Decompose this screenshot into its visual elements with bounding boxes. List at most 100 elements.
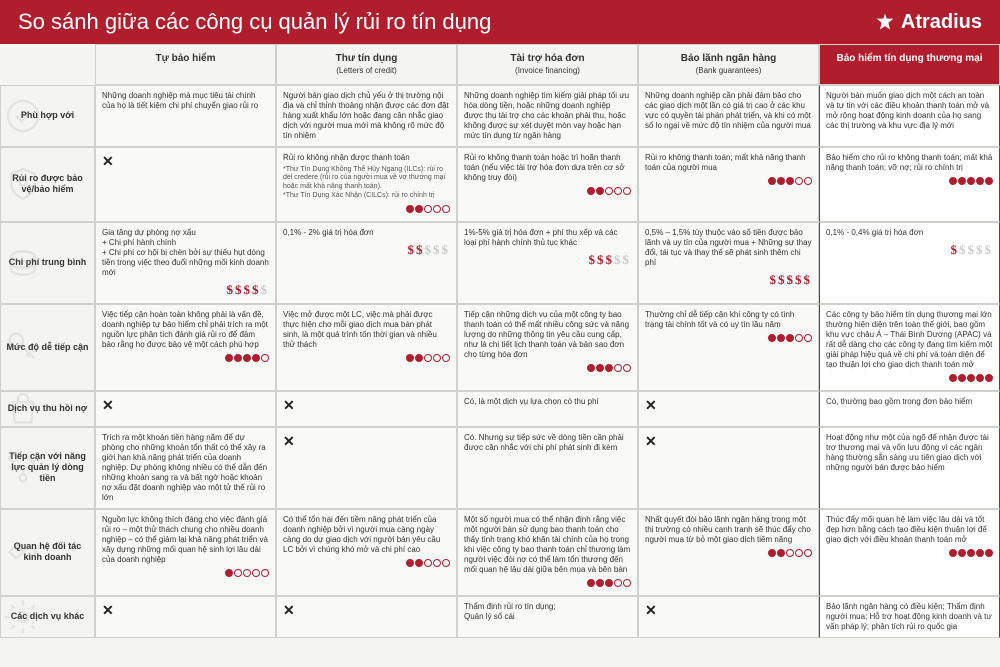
- rating-dots: [645, 549, 812, 560]
- column-header: Tự bảo hiểm: [95, 44, 276, 85]
- cell-text: Rủi ro không thanh toán; mất khả năng th…: [645, 153, 812, 173]
- table-cell: Việc tiếp cận hoàn toàn không phải là vấ…: [95, 304, 276, 391]
- cost-rating: $$$$$: [464, 252, 631, 268]
- cell-text: Có, là một dịch vụ lựa chọn có thu phí: [464, 397, 631, 407]
- table-cell: 1%-5% giá trị hóa đơn + phí thu xếp và c…: [457, 222, 638, 304]
- table-cell: ✕: [276, 427, 457, 509]
- brand-icon: [875, 12, 895, 32]
- table-cell: Thẩm định rủi ro tín dụng;Quản lý sổ cái: [457, 596, 638, 638]
- table-cell: ✕: [95, 391, 276, 427]
- table-cell: ✕: [638, 391, 819, 427]
- gear-icon: [3, 597, 43, 637]
- table-cell: ✕: [95, 596, 276, 638]
- table-cell: Những doanh nghiệp mà mục tiêu tài chính…: [95, 85, 276, 147]
- shield-icon: [3, 164, 43, 204]
- cell-text: 0,5% – 1,5% tùy thuộc vào số tiền được b…: [645, 228, 812, 268]
- column-header: Thư tín dụng(Letters of credit): [276, 44, 457, 85]
- table-cell: Việc mở được một LC, việc mà phải được t…: [276, 304, 457, 391]
- x-mark: ✕: [102, 602, 114, 618]
- cell-text: Trích ra một khoản tiền hàng năm để dự p…: [102, 433, 269, 503]
- rating-dots: [283, 205, 450, 216]
- cell-text: Có. Nhưng sự tiếp sức về dòng tiền cần p…: [464, 433, 631, 453]
- cell-text: Rủi ro không nhận được thanh toán: [283, 153, 450, 163]
- table-cell: Hoạt động như một của ngõ để nhận được t…: [819, 427, 1000, 509]
- x-mark: ✕: [283, 397, 295, 413]
- table-cell: Nguồn lực không thích đáng cho việc đánh…: [95, 509, 276, 596]
- row-header: Chi phí trung bình: [0, 222, 95, 304]
- x-mark: ✕: [102, 153, 114, 169]
- table-cell: Rủi ro không thanh toán; mất khả năng th…: [638, 147, 819, 222]
- rating-dots: [102, 569, 269, 580]
- flow-icon: [3, 448, 43, 488]
- table-cell: Người bán giao dịch chủ yếu ở thị trường…: [276, 85, 457, 147]
- column-header: Tài trợ hóa đơn(Invoice financing): [457, 44, 638, 85]
- table-cell: 0,1% - 0,4% giá trị hóa đơn$$$$$: [819, 222, 1000, 304]
- x-mark: ✕: [645, 397, 657, 413]
- cell-text: Việc mở được một LC, việc mà phải được t…: [283, 310, 450, 350]
- rating-dots: [826, 549, 993, 560]
- rating-dots: [464, 364, 631, 375]
- brand-logo: Atradius: [875, 11, 982, 34]
- table-cell: ✕: [95, 147, 276, 222]
- table-cell: ✕: [276, 391, 457, 427]
- row-header: Dịch vụ thu hồi nợ: [0, 391, 95, 427]
- table-cell: Nhất quyết đòi bảo lãnh ngân hàng trong …: [638, 509, 819, 596]
- cell-text: Người bán giao dịch chủ yếu ở thị trường…: [283, 91, 450, 141]
- cell-extra: *Thư Tín Dụng Không Thể Hủy Ngang (ILCs)…: [283, 166, 450, 201]
- cell-text: Hoạt động như một của ngõ để nhận được t…: [826, 433, 993, 473]
- cell-text: Nhất quyết đòi bảo lãnh ngân hàng trong …: [645, 515, 812, 545]
- cell-text: Những doanh nghiệp mà mục tiêu tài chính…: [102, 91, 269, 111]
- table-cell: ✕: [638, 427, 819, 509]
- check-icon: [3, 96, 43, 136]
- row-header: Phù hợp với: [0, 85, 95, 147]
- table-cell: Một số người mua có thể nhận định rằng v…: [457, 509, 638, 596]
- table-cell: 0,1% - 2% giá trị hóa đơn $$$$$: [276, 222, 457, 304]
- cell-text: 0,1% - 2% giá trị hóa đơn: [283, 228, 450, 238]
- page-header: So sánh giữa các công cụ quản lý rủi ro …: [0, 0, 1000, 44]
- cell-text: Nguồn lực không thích đáng cho việc đánh…: [102, 515, 269, 565]
- table-cell: Rủi ro không nhận được thanh toán *Thư Tí…: [276, 147, 457, 222]
- cost-rating: $$$$$: [102, 282, 269, 298]
- row-header: Tiếp cận với năng lực quản lý dòng tiền: [0, 427, 95, 509]
- cell-text: Có thể tổn hại đến tiềm năng phát triển …: [283, 515, 450, 555]
- rating-dots: [283, 354, 450, 365]
- table-cell: Bảo lãnh ngân hàng có điều kiện; Thẩm đị…: [819, 596, 1000, 638]
- table-cell: Bảo hiểm cho rủi ro không thanh toán; mấ…: [819, 147, 1000, 222]
- cell-text: Thường chỉ dễ tiếp cận khi công ty có tì…: [645, 310, 812, 330]
- rating-dots: [826, 374, 993, 385]
- table-cell: ✕: [276, 596, 457, 638]
- cost-rating: $$$$$: [283, 242, 450, 258]
- table-cell: ✕: [638, 596, 819, 638]
- row-header: Mức độ dễ tiếp cận: [0, 304, 95, 391]
- cell-text: Người bán muốn giao dịch một cách an toà…: [826, 91, 993, 131]
- cost-rating: $$$$$: [826, 242, 993, 258]
- rating-dots: [645, 177, 812, 188]
- column-header: Bảo hiểm tín dụng thương mại: [819, 44, 1000, 85]
- table-cell: Có thể tổn hại đến tiềm năng phát triển …: [276, 509, 457, 596]
- comparison-table: Tự bảo hiểmThư tín dụng(Letters of credi…: [0, 44, 1000, 638]
- x-mark: ✕: [283, 602, 295, 618]
- page-title: So sánh giữa các công cụ quản lý rủi ro …: [18, 9, 491, 35]
- x-mark: ✕: [645, 602, 657, 618]
- row-header: Quan hệ đối tác kinh doanh: [0, 509, 95, 596]
- table-cell: Rủi ro không thanh toán hoặc trì hoãn th…: [457, 147, 638, 222]
- x-mark: ✕: [102, 397, 114, 413]
- table-cell: Các công ty bảo hiểm tín dụng thương mại…: [819, 304, 1000, 391]
- column-header: Bảo lãnh ngân hàng(Bank guarantees): [638, 44, 819, 85]
- table-cell: Những doanh nghiệp cần phải đảm bảo cho …: [638, 85, 819, 147]
- x-mark: ✕: [645, 433, 657, 449]
- handshake-icon: [3, 532, 43, 572]
- cell-text: Bảo hiểm cho rủi ro không thanh toán; mấ…: [826, 153, 993, 173]
- cell-text: Có, thường bao gồm trong đơn bảo hiểm: [826, 397, 993, 407]
- cell-text: Bảo lãnh ngân hàng có điều kiện; Thẩm đị…: [826, 602, 993, 632]
- cell-text: Một số người mua có thể nhận định rằng v…: [464, 515, 631, 575]
- row-header: Các dịch vụ khác: [0, 596, 95, 638]
- cell-text: Gia tăng dự phòng nợ xấu+ Chi phí hành c…: [102, 228, 269, 278]
- table-cell: Thúc đẩy mối quan hệ làm việc lâu dài và…: [819, 509, 1000, 596]
- table-cell: Có, thường bao gồm trong đơn bảo hiểm: [819, 391, 1000, 427]
- table-cell: Trích ra một khoản tiền hàng năm để dự p…: [95, 427, 276, 509]
- corner-cell: [0, 44, 95, 85]
- cell-text: Tiếp cận những dịch vụ của một công ty b…: [464, 310, 631, 360]
- cell-text: Những doanh nghiệp tìm kiếm giải pháp tố…: [464, 91, 631, 141]
- key-icon: [3, 327, 43, 367]
